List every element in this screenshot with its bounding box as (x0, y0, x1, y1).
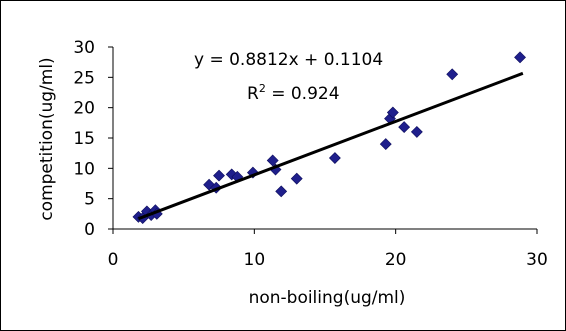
data-point (379, 138, 392, 150)
x-axis-title: non-boiling(ug/ml) (249, 288, 406, 308)
y-axis-ticks: 0 5 10 15 20 25 30 (73, 38, 113, 240)
r-squared-value: = 0.924 (266, 84, 340, 104)
r-squared-exponent: 2 (259, 82, 266, 95)
x-tick-label: 30 (526, 250, 548, 270)
axes (112, 47, 537, 230)
data-point (328, 152, 341, 164)
data-point (410, 126, 423, 138)
data-point (275, 185, 288, 198)
trendline (137, 71, 524, 221)
y-tick-label: 0 (84, 220, 95, 240)
y-tick-label: 30 (73, 38, 95, 58)
data-point (266, 154, 279, 167)
data-point (398, 121, 411, 134)
data-point (514, 51, 526, 64)
x-tick-label: 0 (108, 250, 119, 270)
y-tick-label: 25 (73, 68, 95, 88)
data-points (132, 51, 526, 225)
data-point (290, 172, 303, 185)
x-axis-ticks: 0 10 20 30 (108, 229, 548, 270)
r-squared-label: R2 = 0.924 (247, 82, 340, 104)
y-tick-label: 10 (73, 159, 95, 179)
x-tick-label: 20 (385, 250, 407, 270)
data-point (213, 169, 225, 182)
y-tick-label: 15 (73, 129, 95, 149)
trendline-equation: y = 0.8812x + 0.1104 (194, 50, 383, 70)
x-tick-label: 10 (244, 250, 266, 270)
data-point (386, 106, 399, 119)
y-tick-label: 20 (73, 99, 95, 119)
y-axis-title: competition(ug/ml) (37, 57, 57, 220)
data-point (446, 68, 459, 81)
r-squared-prefix: R (247, 84, 259, 104)
y-tick-label: 5 (84, 190, 95, 210)
